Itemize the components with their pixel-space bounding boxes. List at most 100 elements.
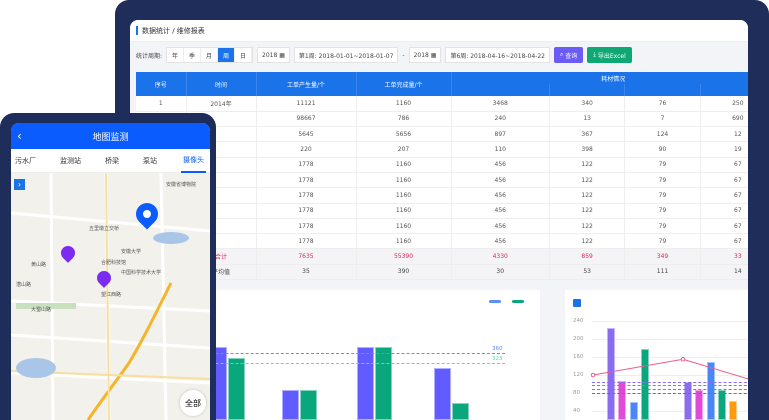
start-week-select[interactable]: 第1周: 2018-01-01~2018-01-07 xyxy=(293,47,399,63)
reference-line xyxy=(592,381,748,383)
grid-line xyxy=(592,411,748,412)
table-row: 5645 5656 897 367 124 12 xyxy=(136,126,748,143)
period-week[interactable]: 周 xyxy=(218,48,236,62)
col-created: 工单产生量/个 xyxy=(256,72,357,96)
map-roads xyxy=(11,173,210,420)
sub-header xyxy=(549,84,626,96)
toolbar: 统计周期: 年 季 月 周 日 2018 ▦ 第1周: 2018-01-01~2… xyxy=(136,47,632,63)
map-view[interactable]: › 五里墩立交桥 安徽大学 合肥科技馆 黄山路 望江西路 潜山路 大蜀山路 中国… xyxy=(11,173,210,420)
table-cell: 53 xyxy=(549,264,626,281)
reference-line xyxy=(592,393,748,394)
table-cell: 340 xyxy=(549,96,626,112)
period-day[interactable]: 日 xyxy=(235,48,253,62)
table-cell: 122 xyxy=(549,203,626,219)
period-month[interactable]: 月 xyxy=(201,48,219,62)
desktop-screen: 数据统计 / 维修报表 统计周期: 年 季 月 周 日 2018 ▦ 第1周: … xyxy=(130,20,748,420)
bar xyxy=(729,401,738,420)
start-year: 2018 xyxy=(262,51,278,59)
table-cell: 79 xyxy=(624,157,701,173)
table-cell: 1778 xyxy=(256,218,357,235)
table-cell: 2014年 xyxy=(186,96,257,112)
table-cell: 456 xyxy=(451,187,550,204)
table-row: 1778 1160 456 122 79 67 xyxy=(136,172,748,189)
table-cell: 110 xyxy=(451,141,550,158)
export-button[interactable]: ⤓ 导出Excel xyxy=(587,47,632,63)
table-cell: 13 xyxy=(549,111,626,128)
table-cell: 7635 xyxy=(256,248,357,265)
back-icon[interactable]: ‹ xyxy=(17,129,22,143)
table-cell: 456 xyxy=(451,172,550,189)
export-label: 导出Excel xyxy=(597,52,626,60)
table-cell: 1160 xyxy=(356,233,452,250)
table-cell: 12 xyxy=(700,126,748,143)
map-label: 潜山路 xyxy=(16,282,32,288)
tab-camera[interactable]: 摄像头 xyxy=(181,149,206,173)
table-cell: 250 xyxy=(700,96,748,112)
col-completed: 工单完成量/个 xyxy=(356,72,452,96)
map-label: 望江西路 xyxy=(101,292,122,298)
end-year-select[interactable]: 2018 ▦ xyxy=(408,47,442,63)
period-year[interactable]: 年 xyxy=(167,48,185,62)
bar xyxy=(375,346,392,420)
breadcrumb-text: 数据统计 / 维修报表 xyxy=(142,26,205,35)
table-cell: 859 xyxy=(549,248,626,265)
table-cell: 1778 xyxy=(256,157,357,173)
table-cell: 55390 xyxy=(356,248,452,265)
search-icon: ⌕ xyxy=(559,51,566,58)
table-cell: 7 xyxy=(624,111,701,128)
tab-sewage-plant[interactable]: 污水厂 xyxy=(15,156,36,165)
material-chart: 240 200 160 120 80 40 xyxy=(565,290,748,420)
table-row: 1778 1160 456 122 79 67 xyxy=(136,203,748,219)
table-cell: 67 xyxy=(700,172,748,189)
table-cell: 1778 xyxy=(256,233,357,250)
table-cell: 79 xyxy=(624,187,701,204)
tab-bridge[interactable]: 桥梁 xyxy=(105,156,119,165)
table-cell: 122 xyxy=(549,187,626,204)
map-label: 黄山路 xyxy=(31,262,47,268)
line-point xyxy=(590,372,596,378)
table-cell: 4330 xyxy=(451,248,550,265)
table-cell: 690 xyxy=(700,111,748,128)
map-label: 安徽省博物院 xyxy=(166,182,197,188)
table-cell: 30 xyxy=(451,264,550,281)
grid-line xyxy=(592,339,748,340)
table-cell: 367 xyxy=(549,126,626,143)
table-cell: 456 xyxy=(451,157,550,173)
table-cell: 220 xyxy=(256,141,357,158)
table-cell: 67 xyxy=(700,233,748,250)
query-button[interactable]: ⌕ 查询 xyxy=(553,47,584,63)
period-quarter[interactable]: 季 xyxy=(184,48,202,62)
table-cell: 124 xyxy=(624,126,701,143)
y-tick-label: 240 xyxy=(573,318,584,324)
line-point xyxy=(680,356,686,362)
table-row: 98667 786 240 13 7 690 xyxy=(136,111,748,128)
table-cell: 456 xyxy=(451,203,550,219)
table-cell: 122 xyxy=(549,172,626,189)
phone-tabs: 污水厂 监测站 桥梁 泵站 摄像头 xyxy=(11,149,210,173)
bar xyxy=(434,367,451,420)
table-row: 平均值 35 390 30 53 111 14 xyxy=(136,264,748,281)
table-cell: 122 xyxy=(549,233,626,250)
table-cell: 3468 xyxy=(451,96,550,112)
col-time: 时间 xyxy=(186,72,257,96)
table-cell: 1160 xyxy=(356,218,452,235)
table-row: 220 207 110 398 90 19 xyxy=(136,141,748,158)
end-year: 2018 xyxy=(413,51,429,59)
tab-monitor-station[interactable]: 监测站 xyxy=(60,156,81,165)
table-cell: 79 xyxy=(624,218,701,235)
y-tick-label: 40 xyxy=(573,408,580,414)
sub-header xyxy=(700,84,748,96)
y-tick-label: 160 xyxy=(573,354,584,360)
tab-pump-station[interactable]: 泵站 xyxy=(143,156,157,165)
table-cell: 1778 xyxy=(256,203,357,219)
table-cell: 456 xyxy=(451,233,550,250)
expand-panel-button[interactable]: › xyxy=(14,179,25,190)
show-all-button[interactable]: 全部 xyxy=(180,390,206,416)
calendar-icon: ▦ xyxy=(279,51,285,59)
table-cell: 67 xyxy=(700,218,748,235)
table-cell: 897 xyxy=(451,126,550,143)
map-label: 大蜀山路 xyxy=(31,307,52,313)
start-year-select[interactable]: 2018 ▦ xyxy=(257,47,290,63)
breadcrumb: 数据统计 / 维修报表 xyxy=(130,20,748,42)
end-week-select[interactable]: 第6周: 2018-04-16~2018-04-22 xyxy=(445,47,550,63)
